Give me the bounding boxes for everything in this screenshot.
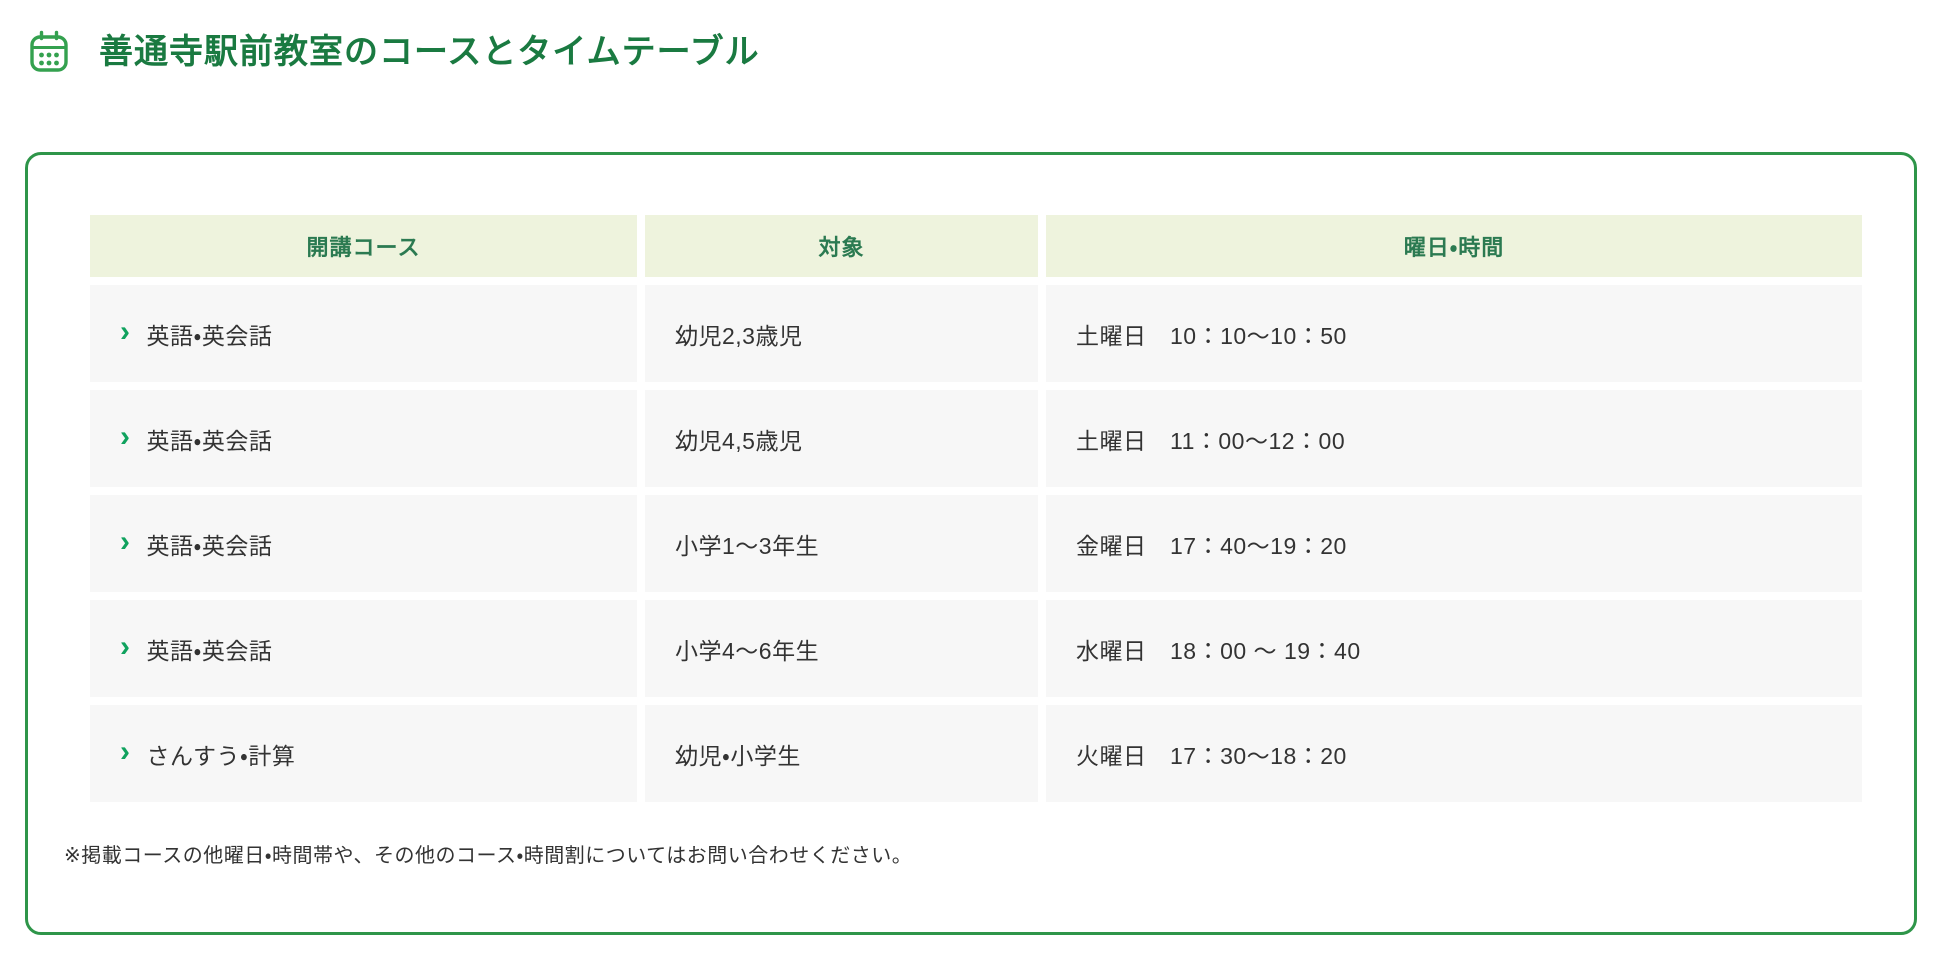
course-label: 英語・英会話 <box>146 532 273 559</box>
course-cell[interactable]: › 英語・英会話 <box>90 495 637 592</box>
column-header-target: 対象 <box>645 215 1038 277</box>
course-label: 英語・英会話 <box>146 637 273 664</box>
course-cell[interactable]: › 英語・英会話 <box>90 600 637 697</box>
course-cell[interactable]: › さんすう・計算 <box>90 705 637 802</box>
target-cell: 幼児2,3歳児 <box>645 285 1038 382</box>
chevron-right-icon: › <box>120 419 131 453</box>
course-cell[interactable]: › 英語・英会話 <box>90 390 637 487</box>
chevron-right-icon: › <box>120 314 131 348</box>
course-label: 英語・英会話 <box>146 322 273 349</box>
target-cell: 幼児4,5歳児 <box>645 390 1038 487</box>
course-table: 開講コース 対象 曜日・時間 › 英語・英会話 幼児2,3歳児 土曜日 10：1… <box>90 215 1862 802</box>
target-cell: 幼児・小学生 <box>645 705 1038 802</box>
column-header-schedule: 曜日・時間 <box>1046 215 1862 277</box>
chevron-right-icon: › <box>120 629 131 663</box>
chevron-right-icon: › <box>120 524 131 558</box>
page-title: 善通寺駅前教室のコースとタイムテーブル <box>99 32 760 71</box>
schedule-cell: 火曜日 17：30～18：20 <box>1046 705 1862 802</box>
calendar-icon <box>25 28 73 76</box>
timetable-card: 開講コース 対象 曜日・時間 › 英語・英会話 幼児2,3歳児 土曜日 10：1… <box>25 152 1917 935</box>
course-label: さんすう・計算 <box>146 742 296 769</box>
chevron-right-icon: › <box>120 734 131 768</box>
course-label: 英語・英会話 <box>146 427 273 454</box>
schedule-cell: 土曜日 10：10～10：50 <box>1046 285 1862 382</box>
page-header: 善通寺駅前教室のコースとタイムテーブル <box>25 28 1917 76</box>
target-cell: 小学1～3年生 <box>645 495 1038 592</box>
column-header-course: 開講コース <box>90 215 637 277</box>
schedule-cell: 水曜日 18：00 ～ 19：40 <box>1046 600 1862 697</box>
schedule-cell: 金曜日 17：40～19：20 <box>1046 495 1862 592</box>
table-note: ※掲載コースの他曜日・時間帯や、その他のコース・時間割についてはお問い合わせくだ… <box>64 845 913 867</box>
course-cell[interactable]: › 英語・英会話 <box>90 285 637 382</box>
target-cell: 小学4～6年生 <box>645 600 1038 697</box>
schedule-cell: 土曜日 11：00～12：00 <box>1046 390 1862 487</box>
